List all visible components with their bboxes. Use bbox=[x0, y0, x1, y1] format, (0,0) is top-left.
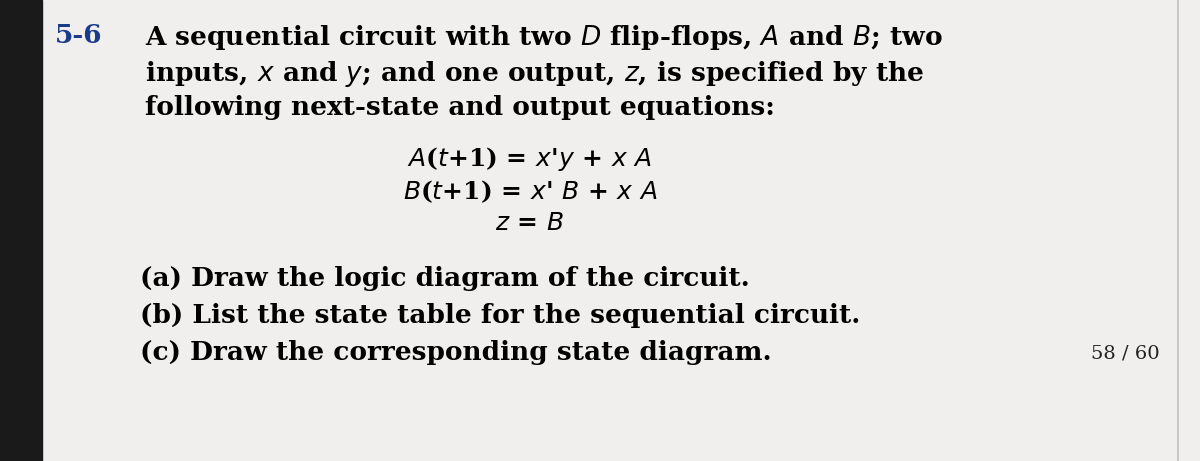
Text: $\mathit{z}$ = $\mathit{B}$: $\mathit{z}$ = $\mathit{B}$ bbox=[496, 211, 564, 235]
Text: 5-6: 5-6 bbox=[55, 23, 102, 48]
Text: (c) Draw the corresponding state diagram.: (c) Draw the corresponding state diagram… bbox=[140, 340, 772, 365]
Text: A sequential circuit with two $\mathit{D}$ flip-flops, $\mathit{A}$ and $\mathit: A sequential circuit with two $\mathit{D… bbox=[145, 23, 943, 52]
Text: 58 / 60: 58 / 60 bbox=[1091, 344, 1160, 362]
Text: $\mathit{B}$($\mathit{t}$+1) = $\mathit{x}$' $\mathit{B}$ + $\mathit{x}$ $\mathi: $\mathit{B}$($\mathit{t}$+1) = $\mathit{… bbox=[402, 178, 658, 205]
Text: (a) Draw the logic diagram of the circuit.: (a) Draw the logic diagram of the circui… bbox=[140, 266, 750, 291]
Text: inputs, $\mathit{x}$ and $\mathit{y}$; and one output, $\mathit{z}$, is specifie: inputs, $\mathit{x}$ and $\mathit{y}$; a… bbox=[145, 59, 924, 89]
Text: following next-state and output equations:: following next-state and output equation… bbox=[145, 95, 775, 120]
Bar bbox=[0, 0, 42, 461]
Text: (b) List the state table for the sequential circuit.: (b) List the state table for the sequent… bbox=[140, 303, 860, 328]
Text: $\mathit{A}$($\mathit{t}$+1) = $\mathit{x}$'$\mathit{y}$ + $\mathit{x}$ $\mathit: $\mathit{A}$($\mathit{t}$+1) = $\mathit{… bbox=[408, 145, 653, 173]
